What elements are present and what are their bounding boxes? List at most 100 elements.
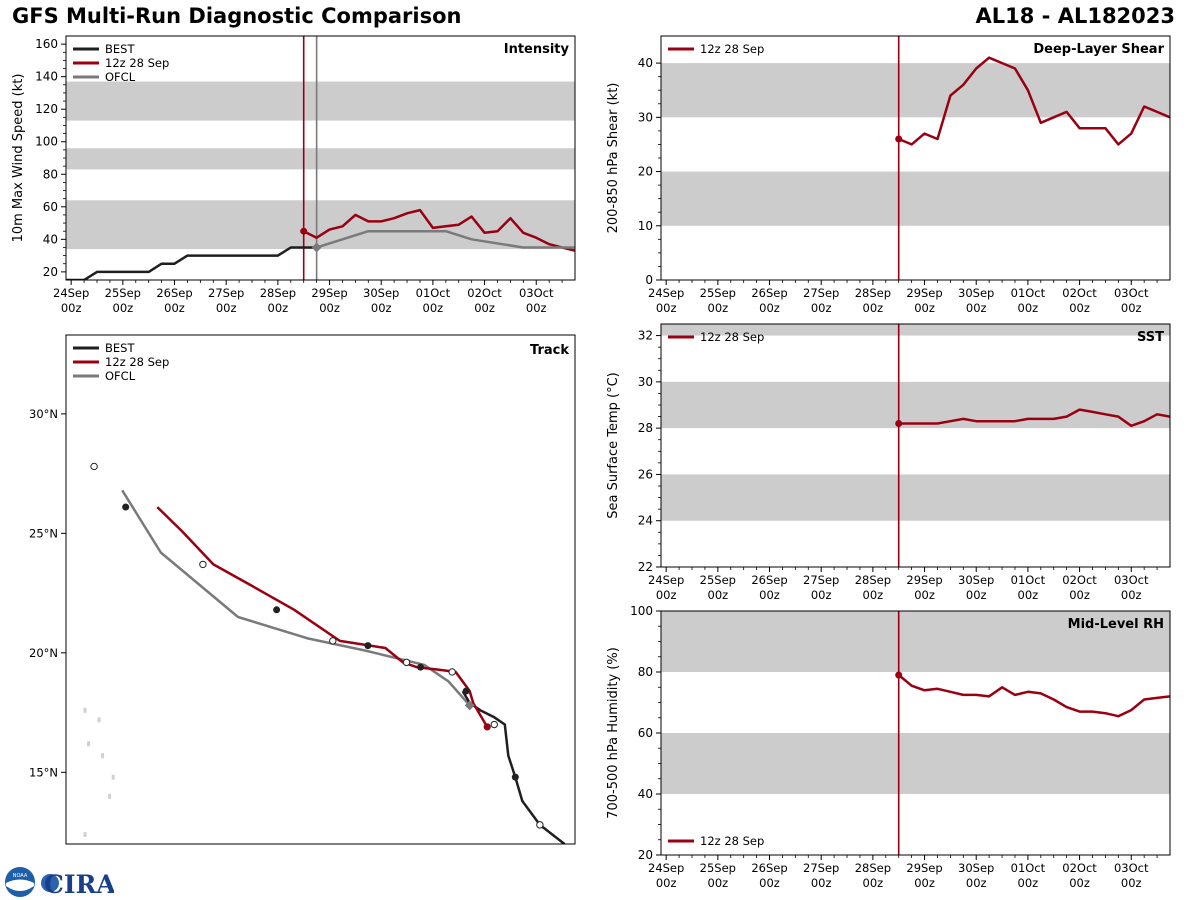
track-point-open	[199, 560, 207, 569]
x-tick-date: 29Sep	[311, 286, 347, 300]
legend-label: 12z 28 Sep	[105, 355, 169, 369]
x-tick-date: 25Sep	[700, 861, 736, 875]
x-tick-date: 02Oct	[1062, 573, 1097, 587]
x-tick-hour: 00z	[811, 301, 832, 315]
y-tick-label: 20	[43, 265, 58, 279]
x-tick-hour: 00z	[423, 301, 444, 315]
x-tick-hour: 00z	[966, 301, 987, 315]
noaa-gull-icon	[6, 879, 34, 891]
x-tick-date: 01Oct	[416, 286, 451, 300]
y-tick-label: 28	[638, 421, 653, 435]
track-line-12z-28-sep	[156, 506, 489, 728]
x-tick-hour: 00z	[1018, 301, 1039, 315]
x-tick-hour: 00z	[164, 301, 185, 315]
y-tick-label: 30	[638, 375, 653, 389]
x-tick-hour: 00z	[863, 876, 884, 890]
x-tick-hour: 00z	[656, 876, 677, 890]
threshold-band	[661, 733, 1170, 794]
y-axis-label: 10m Max Wind Speed (kt)	[11, 74, 26, 243]
x-tick-date: 29Sep	[906, 861, 942, 875]
x-tick-hour: 00z	[1121, 876, 1142, 890]
x-tick-hour: 00z	[759, 876, 780, 890]
legend-label: BEST	[105, 42, 135, 56]
track-point-open	[490, 720, 498, 729]
x-tick-hour: 00z	[526, 301, 547, 315]
y-tick-label: 24	[638, 514, 653, 528]
island-shape	[108, 793, 112, 799]
init-point	[895, 420, 903, 428]
x-tick-hour: 00z	[966, 588, 987, 602]
y-tick-label: 60	[43, 200, 58, 214]
x-tick-hour: 00z	[1121, 588, 1142, 602]
threshold-band	[66, 81, 575, 121]
series-line-12z-28-sep	[897, 674, 1170, 718]
track-line-ofcl	[121, 489, 471, 707]
panel-title: Track	[530, 343, 569, 358]
lat-tick-label: 25°N	[29, 526, 58, 540]
y-axis-label: 200-850 hPa Shear (kt)	[606, 83, 621, 234]
panel-title: Mid-Level RH	[1068, 617, 1164, 632]
x-tick-date: 27Sep	[803, 861, 839, 875]
y-axis-label: 700-500 hPa Humidity (%)	[606, 647, 621, 819]
island-shape	[97, 717, 101, 723]
x-tick-date: 24Sep	[648, 861, 684, 875]
x-tick-date: 02Oct	[1062, 286, 1097, 300]
x-tick-date: 26Sep	[751, 861, 787, 875]
x-tick-hour: 00z	[759, 588, 780, 602]
threshold-band	[661, 381, 1170, 429]
x-tick-date: 26Sep	[156, 286, 192, 300]
island-shape	[83, 832, 87, 838]
x-tick-date: 28Sep	[855, 573, 891, 587]
x-tick-date: 25Sep	[700, 286, 736, 300]
x-tick-date: 30Sep	[363, 286, 399, 300]
threshold-band	[661, 171, 1170, 226]
cira-logo-text: CIRA	[44, 870, 114, 898]
x-tick-hour: 00z	[966, 876, 987, 890]
island-shape	[101, 753, 105, 759]
x-tick-date: 27Sep	[208, 286, 244, 300]
panel-title: SST	[1137, 330, 1164, 345]
x-tick-date: 27Sep	[803, 573, 839, 587]
panel-title: Deep-Layer Shear	[1033, 42, 1164, 57]
lat-tick-label: 30°N	[29, 407, 58, 421]
legend-label: 12z 28 Sep	[700, 834, 764, 848]
x-tick-hour: 00z	[656, 588, 677, 602]
y-tick-label: 120	[35, 102, 58, 116]
x-tick-hour: 00z	[914, 876, 935, 890]
x-tick-hour: 00z	[914, 301, 935, 315]
threshold-band	[661, 611, 1170, 672]
x-tick-date: 01Oct	[1011, 861, 1046, 875]
y-tick-label: 160	[35, 37, 58, 51]
series-line-best	[66, 246, 317, 280]
legend-label: 12z 28 Sep	[700, 42, 764, 56]
y-axis-label: Sea Surface Temp (°C)	[606, 372, 621, 519]
x-tick-hour: 00z	[656, 301, 677, 315]
legend-label: OFCL	[105, 369, 136, 383]
island-shape	[83, 707, 87, 713]
series-line-12z-28-sep	[898, 408, 1170, 428]
y-tick-label: 10	[638, 219, 653, 233]
x-tick-date: 03Oct	[1114, 573, 1149, 587]
y-tick-label: 20	[638, 165, 653, 179]
x-tick-hour: 00z	[319, 301, 340, 315]
y-tick-label: 32	[638, 329, 653, 343]
x-tick-hour: 00z	[1018, 876, 1039, 890]
x-tick-date: 03Oct	[1114, 286, 1149, 300]
x-tick-date: 02Oct	[467, 286, 502, 300]
track-point-filled	[122, 503, 130, 511]
x-tick-hour: 00z	[863, 301, 884, 315]
track-point-filled	[511, 773, 519, 781]
y-tick-label: 100	[35, 135, 58, 149]
x-tick-hour: 00z	[1069, 588, 1090, 602]
init-point	[895, 135, 903, 143]
threshold-band	[66, 148, 575, 170]
track-point-ofcl	[464, 700, 475, 711]
legend-label: BEST	[105, 341, 135, 355]
x-tick-hour: 00z	[216, 301, 237, 315]
x-tick-hour: 00z	[1018, 588, 1039, 602]
legend-label: OFCL	[105, 70, 136, 84]
x-tick-hour: 00z	[811, 588, 832, 602]
plot-frame	[660, 323, 1171, 568]
x-tick-hour: 00z	[708, 588, 729, 602]
